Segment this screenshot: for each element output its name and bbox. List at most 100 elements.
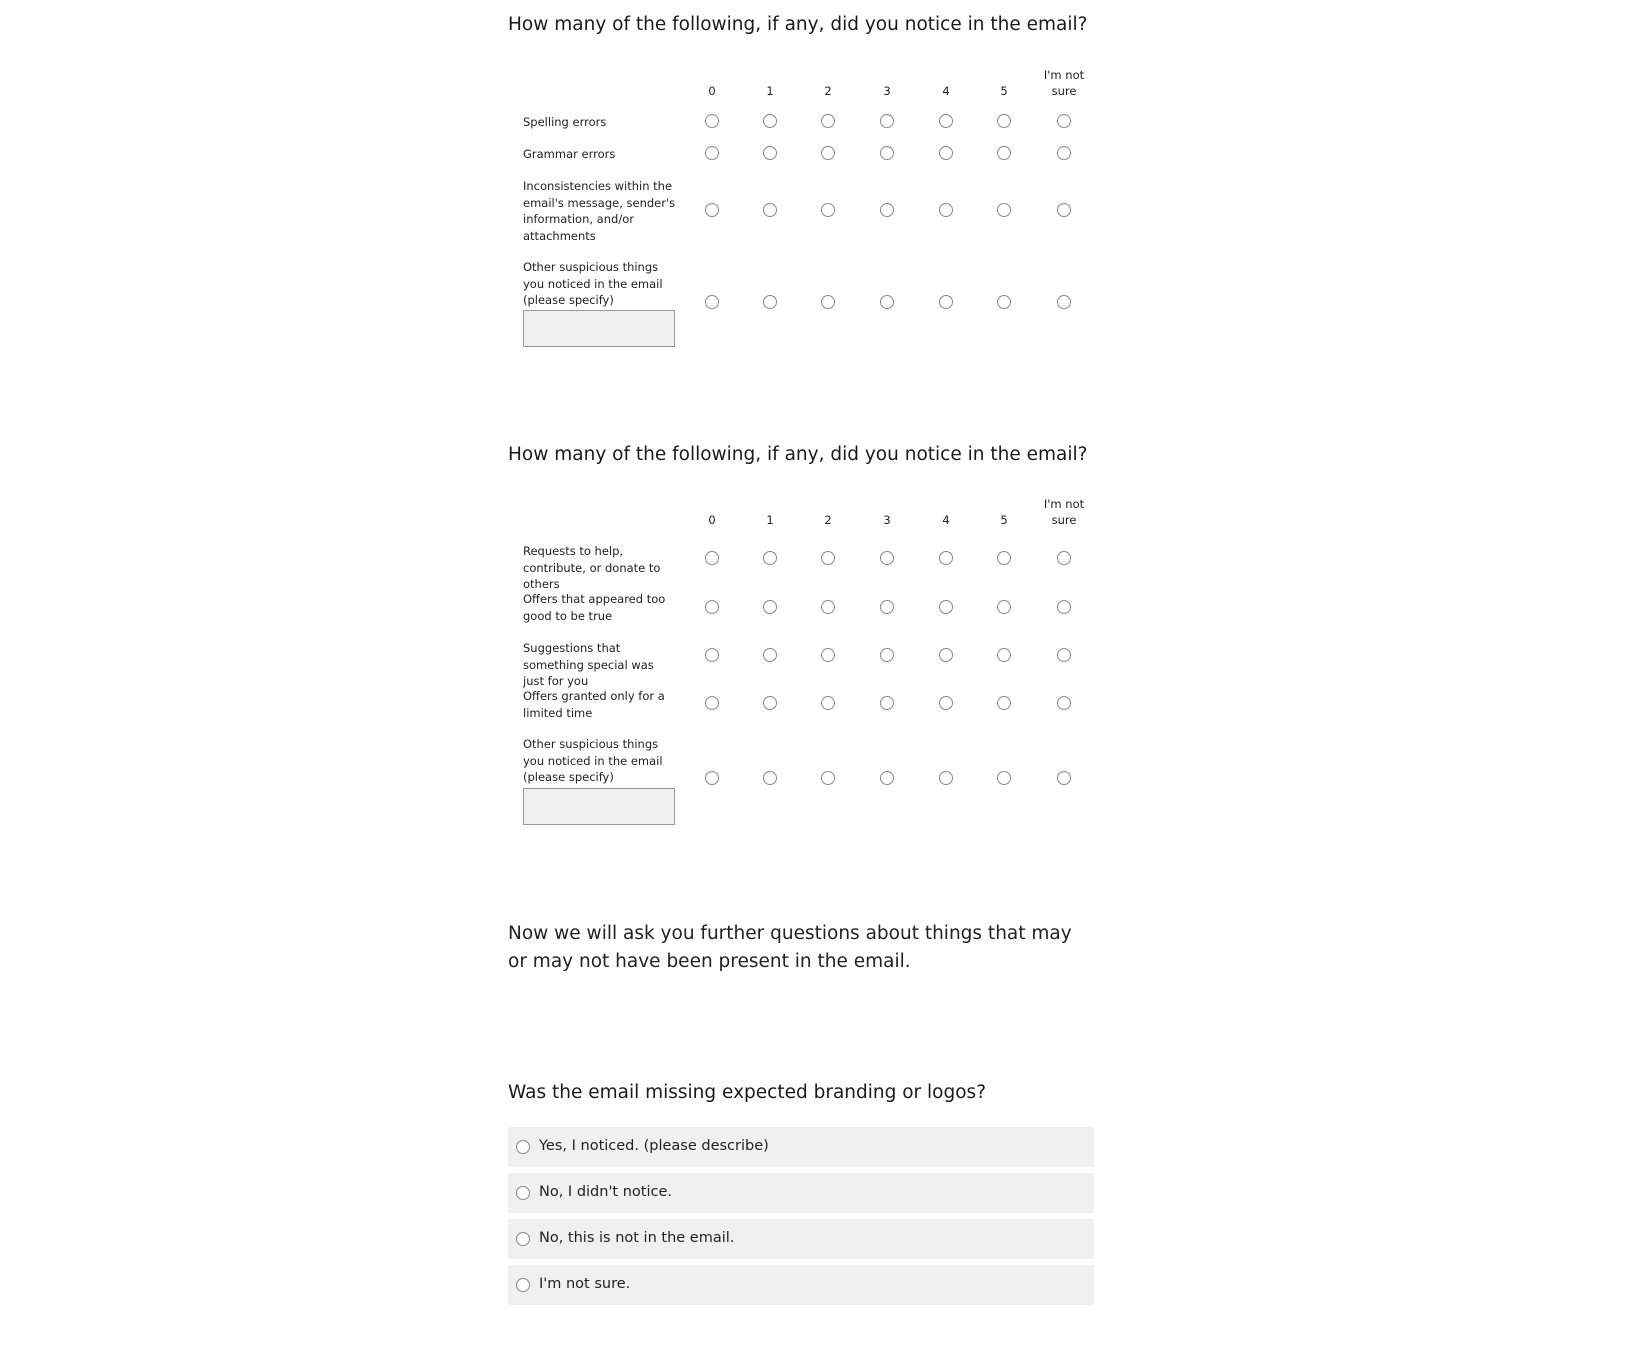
row-label: Suggestions that something special was j… xyxy=(523,641,654,688)
matrix-radio-i-m-not-sure[interactable] xyxy=(1057,771,1071,785)
matrix-radio-1[interactable] xyxy=(763,146,777,160)
column-header: 2 xyxy=(824,84,832,98)
matrix-radio-3[interactable] xyxy=(880,295,894,309)
option-radio[interactable] xyxy=(516,1140,530,1154)
matrix-radio-2[interactable] xyxy=(821,203,835,217)
option-radio[interactable] xyxy=(516,1232,530,1246)
matrix-radio-4[interactable] xyxy=(939,203,953,217)
matrix-radio-0[interactable] xyxy=(705,114,719,128)
matrix-radio-2[interactable] xyxy=(821,648,835,662)
matrix-radio-2[interactable] xyxy=(821,295,835,309)
matrix-radio-3[interactable] xyxy=(880,648,894,662)
column-header: 2 xyxy=(824,513,832,527)
row-label: Offers that appeared too good to be true xyxy=(523,592,666,623)
matrix-radio-3[interactable] xyxy=(880,600,894,614)
matrix-radio-4[interactable] xyxy=(939,146,953,160)
row-label: Spelling errors xyxy=(523,115,607,129)
matrix-radio-0[interactable] xyxy=(705,771,719,785)
matrix-radio-i-m-not-sure[interactable] xyxy=(1057,600,1071,614)
column-header: 5 xyxy=(1000,513,1008,527)
matrix-radio-5[interactable] xyxy=(997,696,1011,710)
matrix2-title: How many of the following, if any, did y… xyxy=(508,444,1088,465)
matrix1-title: How many of the following, if any, did y… xyxy=(508,14,1088,35)
column-header: 4 xyxy=(942,84,950,98)
matrix-radio-2[interactable] xyxy=(821,600,835,614)
matrix-radio-0[interactable] xyxy=(705,146,719,160)
matrix-radio-i-m-not-sure[interactable] xyxy=(1057,295,1071,309)
matrix-radio-5[interactable] xyxy=(997,203,1011,217)
matrix-radio-0[interactable] xyxy=(705,295,719,309)
matrix-radio-2[interactable] xyxy=(821,114,835,128)
matrix-radio-0[interactable] xyxy=(705,203,719,217)
answer-option[interactable]: Yes, I noticed. (please describe) xyxy=(508,1127,1094,1167)
matrix-radio-5[interactable] xyxy=(997,648,1011,662)
column-header: 1 xyxy=(766,84,774,98)
row-label: Inconsistencies within the email's messa… xyxy=(523,179,676,243)
matrix-radio-5[interactable] xyxy=(997,295,1011,309)
matrix-radio-5[interactable] xyxy=(997,146,1011,160)
option-label: Yes, I noticed. (please describe) xyxy=(539,1138,769,1154)
other-specify-input[interactable] xyxy=(523,310,675,347)
matrix-radio-i-m-not-sure[interactable] xyxy=(1057,114,1071,128)
matrix-radio-0[interactable] xyxy=(705,551,719,565)
column-header: 4 xyxy=(942,513,950,527)
matrix-radio-2[interactable] xyxy=(821,146,835,160)
matrix-radio-5[interactable] xyxy=(997,600,1011,614)
row-label: Requests to help, contribute, or donate … xyxy=(523,544,661,591)
matrix-radio-1[interactable] xyxy=(763,203,777,217)
matrix-radio-3[interactable] xyxy=(880,696,894,710)
column-header: 3 xyxy=(883,84,891,98)
matrix-radio-3[interactable] xyxy=(880,114,894,128)
column-header: 3 xyxy=(883,513,891,527)
matrix-radio-4[interactable] xyxy=(939,696,953,710)
question3-title: Was the email missing expected branding … xyxy=(508,1082,987,1103)
matrix-radio-3[interactable] xyxy=(880,146,894,160)
column-header: 0 xyxy=(708,84,716,98)
matrix-radio-2[interactable] xyxy=(821,771,835,785)
matrix-radio-1[interactable] xyxy=(763,551,777,565)
matrix-radio-i-m-not-sure[interactable] xyxy=(1057,146,1071,160)
matrix-radio-4[interactable] xyxy=(939,551,953,565)
matrix-radio-5[interactable] xyxy=(997,771,1011,785)
matrix-radio-i-m-not-sure[interactable] xyxy=(1057,648,1071,662)
column-header: 0 xyxy=(708,513,716,527)
matrix-radio-1[interactable] xyxy=(763,771,777,785)
intro-text: Now we will ask you further questions ab… xyxy=(508,923,1072,972)
option-radio[interactable] xyxy=(516,1186,530,1200)
matrix-radio-4[interactable] xyxy=(939,600,953,614)
matrix-radio-0[interactable] xyxy=(705,600,719,614)
matrix-radio-4[interactable] xyxy=(939,648,953,662)
answer-option[interactable]: No, this is not in the email. xyxy=(508,1219,1094,1259)
answer-option[interactable]: No, I didn't notice. xyxy=(508,1173,1094,1213)
column-header: I'm not sure xyxy=(1043,68,1085,98)
row-label: Offers granted only for a limited time xyxy=(523,689,665,720)
matrix-radio-2[interactable] xyxy=(821,696,835,710)
matrix-radio-5[interactable] xyxy=(997,551,1011,565)
matrix-radio-0[interactable] xyxy=(705,648,719,662)
column-header: 5 xyxy=(1000,84,1008,98)
answer-option[interactable]: I'm not sure. xyxy=(508,1265,1094,1305)
matrix-radio-4[interactable] xyxy=(939,771,953,785)
matrix-radio-i-m-not-sure[interactable] xyxy=(1057,696,1071,710)
matrix-radio-i-m-not-sure[interactable] xyxy=(1057,551,1071,565)
matrix-radio-3[interactable] xyxy=(880,771,894,785)
option-label: I'm not sure. xyxy=(539,1276,631,1292)
matrix-radio-3[interactable] xyxy=(880,203,894,217)
matrix-radio-1[interactable] xyxy=(763,648,777,662)
matrix-radio-1[interactable] xyxy=(763,114,777,128)
matrix-radio-4[interactable] xyxy=(939,295,953,309)
matrix-radio-5[interactable] xyxy=(997,114,1011,128)
other-specify-input[interactable] xyxy=(523,788,675,825)
matrix-radio-1[interactable] xyxy=(763,295,777,309)
matrix-radio-1[interactable] xyxy=(763,696,777,710)
matrix-radio-3[interactable] xyxy=(880,551,894,565)
option-label: No, I didn't notice. xyxy=(539,1184,673,1200)
column-header: 1 xyxy=(766,513,774,527)
row-label: Other suspicious things you noticed in t… xyxy=(523,737,663,784)
matrix-radio-1[interactable] xyxy=(763,600,777,614)
matrix-radio-4[interactable] xyxy=(939,114,953,128)
matrix-radio-i-m-not-sure[interactable] xyxy=(1057,203,1071,217)
option-radio[interactable] xyxy=(516,1278,530,1292)
matrix-radio-0[interactable] xyxy=(705,696,719,710)
matrix-radio-2[interactable] xyxy=(821,551,835,565)
